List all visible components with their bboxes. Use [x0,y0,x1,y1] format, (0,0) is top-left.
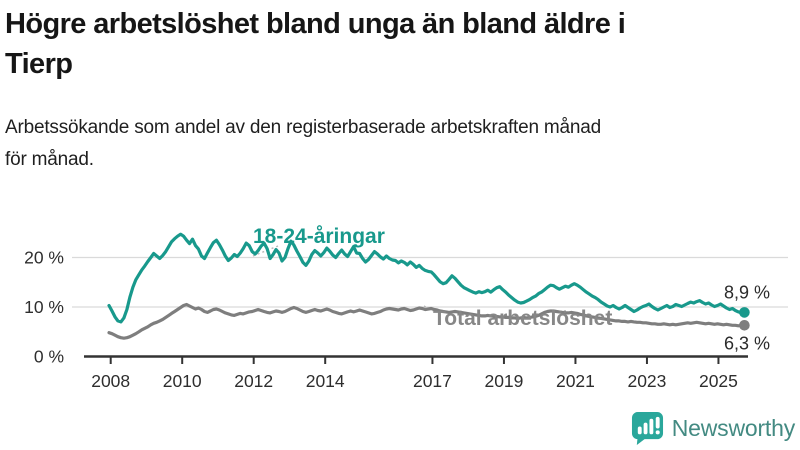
unemployment-line-chart: 0 % 10 % 20 % 2008 2010 2012 2014 2017 2019 2021… [24,225,788,391]
series-label-total: Total arbetslöshet [433,307,612,330]
x-tick-label-2014: 2014 [306,371,345,391]
y-axis-tick-labels: 0 % 10 % 20 % [24,248,64,367]
y-tick-label-10: 10 % [24,297,64,317]
end-value-label-18-24: 8,9 % [724,282,770,302]
gridlines [72,256,788,308]
headline-line2: Tierp [5,48,73,80]
x-axis-ticks [109,356,720,364]
exclamation-dot [655,430,660,435]
brand-name: Newsworthy [671,414,795,441]
series-label-18-24: 18-24-åringar [253,225,385,248]
brand-footer: Newsworthy [631,409,795,447]
headline-line1: Högre arbetslöshet bland unga än bland ä… [5,8,626,40]
subtitle-line2: för månad. [5,149,94,170]
series-end-dot-18-24 [739,307,750,318]
bar-1 [637,426,642,435]
end-value-label-total: 6,3 % [724,333,770,353]
series-line-18-24-aringar [107,232,746,324]
y-tick-label-0: 0 % [34,347,64,367]
exclamation-stem [655,416,660,429]
bar-3 [649,418,654,435]
x-tick-label-2021: 2021 [556,371,595,391]
y-tick-label-20: 20 % [24,248,64,268]
newsworthy-icon [631,411,663,445]
x-tick-label-2017: 2017 [413,371,452,391]
x-tick-label-2008: 2008 [91,371,130,391]
x-tick-label-2019: 2019 [484,371,523,391]
x-tick-label-2010: 2010 [163,371,202,391]
bar-2 [643,422,648,435]
x-tick-label-2025: 2025 [699,371,738,391]
headline: Högre arbetslöshet bland unga än bland ä… [5,4,785,84]
subtitle: Arbetssökande som andel av den registerb… [5,112,791,176]
series-end-dot-total [739,320,750,331]
x-tick-label-2012: 2012 [234,371,273,391]
x-axis-tick-labels: 2008 2010 2012 2014 2017 2019 2021 2023 2025 [91,371,738,391]
subtitle-line1: Arbetssökande som andel av den registerb… [5,117,602,138]
series-line-total-arbetsloshet [107,302,746,340]
x-tick-label-2023: 2023 [627,371,666,391]
